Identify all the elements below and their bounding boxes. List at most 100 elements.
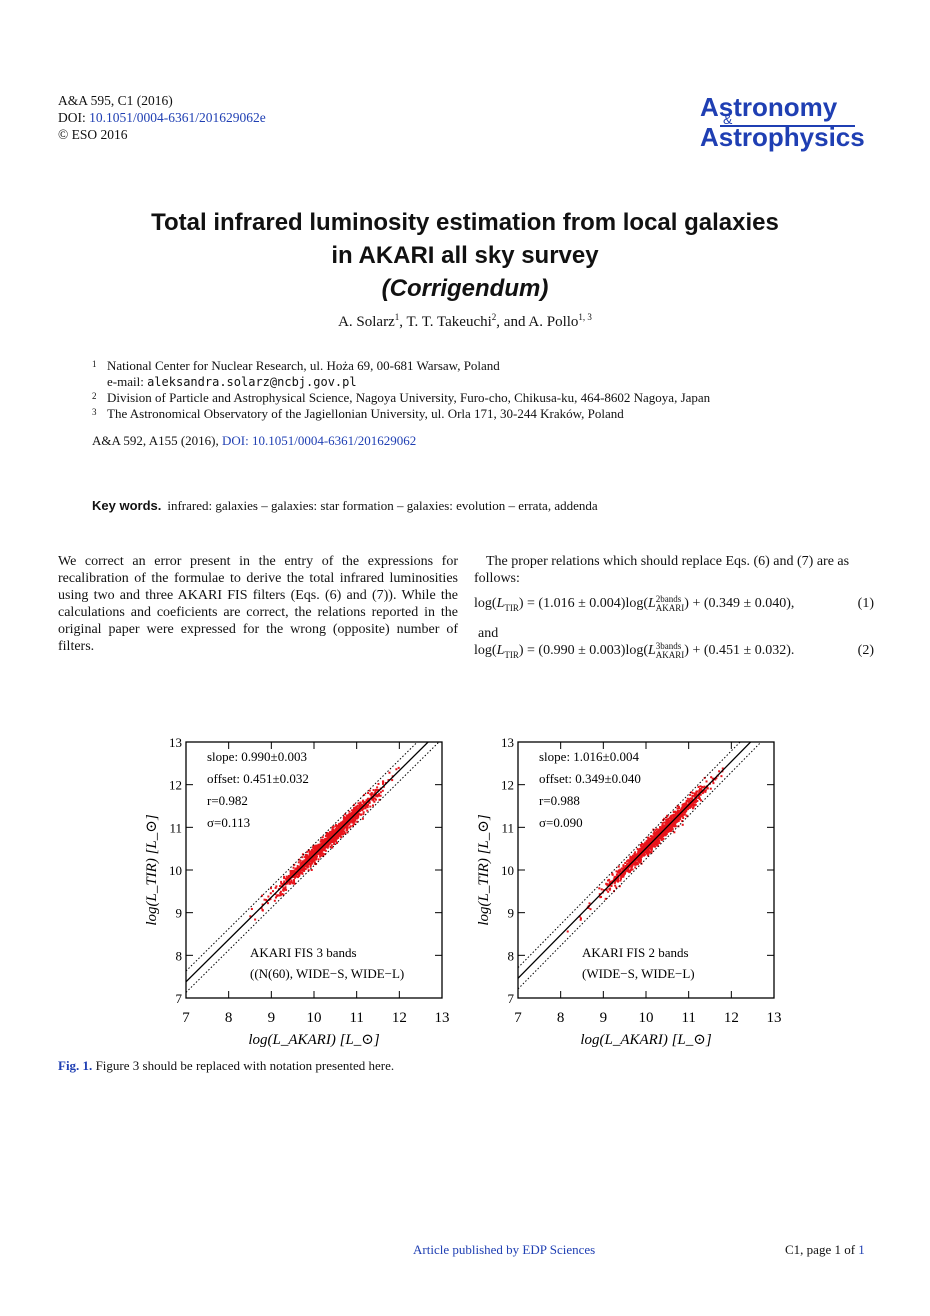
data-point bbox=[314, 855, 317, 858]
data-point bbox=[625, 860, 628, 863]
data-point bbox=[700, 788, 703, 791]
data-point bbox=[324, 839, 327, 842]
data-point bbox=[685, 802, 688, 805]
data-point bbox=[334, 829, 337, 832]
original-article-ref: A&A 592, A155 (2016), DOI: 10.1051/0004-… bbox=[92, 433, 416, 449]
data-point bbox=[656, 838, 659, 841]
data-point bbox=[627, 859, 630, 862]
data-point bbox=[306, 854, 309, 857]
data-point bbox=[633, 861, 636, 864]
author-and: and bbox=[503, 314, 526, 330]
data-point bbox=[353, 808, 356, 811]
doi-link[interactable]: 10.1051/0004-6361/201629062e bbox=[89, 110, 266, 125]
data-point bbox=[261, 894, 264, 897]
data-point bbox=[714, 778, 717, 781]
data-point bbox=[292, 882, 295, 885]
data-point bbox=[357, 811, 360, 814]
data-point bbox=[345, 818, 348, 821]
journal-logo[interactable]: Astronomy & Astrophysics bbox=[700, 92, 885, 152]
data-point bbox=[718, 770, 721, 773]
data-point bbox=[295, 875, 298, 878]
data-point bbox=[624, 862, 627, 865]
data-point bbox=[322, 839, 325, 842]
data-point bbox=[378, 798, 381, 801]
data-point bbox=[335, 830, 338, 833]
data-point bbox=[289, 871, 292, 874]
data-point bbox=[331, 826, 334, 829]
data-point bbox=[711, 780, 714, 783]
data-point bbox=[676, 804, 679, 807]
data-point bbox=[296, 865, 299, 868]
original-doi-link[interactable]: DOI: 10.1051/0004-6361/201629062 bbox=[222, 433, 417, 448]
data-point bbox=[315, 853, 318, 856]
data-point bbox=[630, 857, 633, 860]
data-point bbox=[349, 825, 352, 828]
data-point bbox=[311, 860, 314, 863]
data-point bbox=[282, 889, 285, 892]
data-point bbox=[307, 862, 310, 865]
fit-annotation: r=0.982 bbox=[207, 793, 248, 808]
data-point bbox=[312, 850, 315, 853]
data-point bbox=[650, 848, 653, 851]
data-point bbox=[310, 853, 313, 856]
data-point bbox=[333, 832, 336, 835]
data-point bbox=[343, 826, 346, 829]
data-point bbox=[363, 793, 366, 796]
data-point bbox=[341, 833, 344, 836]
data-point bbox=[611, 872, 614, 875]
publisher-footer[interactable]: Article published by EDP Sciences bbox=[413, 1242, 595, 1258]
data-point bbox=[362, 813, 365, 816]
data-point bbox=[325, 844, 328, 847]
data-point bbox=[285, 882, 288, 885]
data-point bbox=[294, 868, 297, 871]
data-point bbox=[678, 810, 681, 813]
figure-label[interactable]: Fig. 1. bbox=[58, 1058, 93, 1073]
data-point bbox=[357, 802, 360, 805]
data-point bbox=[333, 836, 336, 839]
data-point bbox=[372, 789, 375, 792]
data-point bbox=[346, 827, 349, 830]
y-tick-label: 8 bbox=[508, 948, 515, 963]
data-point bbox=[331, 828, 334, 831]
data-point bbox=[372, 799, 375, 802]
data-point bbox=[347, 821, 350, 824]
data-point bbox=[337, 833, 340, 836]
data-point bbox=[635, 861, 638, 864]
data-point bbox=[279, 892, 282, 895]
data-point bbox=[628, 869, 631, 872]
data-point bbox=[665, 822, 668, 825]
data-point bbox=[283, 888, 286, 891]
data-point bbox=[361, 800, 364, 803]
data-point bbox=[602, 889, 605, 892]
data-point bbox=[647, 842, 650, 845]
data-point bbox=[613, 878, 616, 881]
data-point bbox=[291, 873, 294, 876]
data-point bbox=[328, 843, 331, 846]
data-point bbox=[331, 846, 334, 849]
publisher-link[interactable]: Article published by EDP Sciences bbox=[413, 1242, 596, 1257]
data-point bbox=[681, 823, 684, 826]
data-point bbox=[335, 836, 338, 839]
page-total-link[interactable]: 1 bbox=[858, 1242, 865, 1257]
data-point bbox=[310, 869, 313, 872]
data-point bbox=[663, 829, 666, 832]
x-tick-label: 10 bbox=[639, 1010, 654, 1026]
fit-line bbox=[518, 742, 752, 979]
data-point bbox=[369, 805, 372, 808]
email-address[interactable]: aleksandra.solarz@ncbj.gov.pl bbox=[147, 375, 357, 389]
copyright-line: © ESO 2016 bbox=[58, 127, 128, 142]
data-point bbox=[310, 850, 313, 853]
data-point bbox=[646, 848, 649, 851]
data-point bbox=[607, 890, 610, 893]
eq-sup: 2bands bbox=[655, 594, 682, 604]
journal-logo-line2: Astrophysics bbox=[700, 122, 865, 152]
data-point bbox=[321, 840, 324, 843]
data-point bbox=[633, 854, 636, 857]
data-point bbox=[296, 867, 299, 870]
data-point bbox=[647, 840, 650, 843]
data-point bbox=[348, 810, 351, 813]
data-point bbox=[332, 841, 335, 844]
data-point bbox=[692, 806, 695, 809]
data-point bbox=[266, 902, 269, 905]
doi-line: DOI: 10.1051/0004-6361/201629062e bbox=[58, 109, 266, 126]
